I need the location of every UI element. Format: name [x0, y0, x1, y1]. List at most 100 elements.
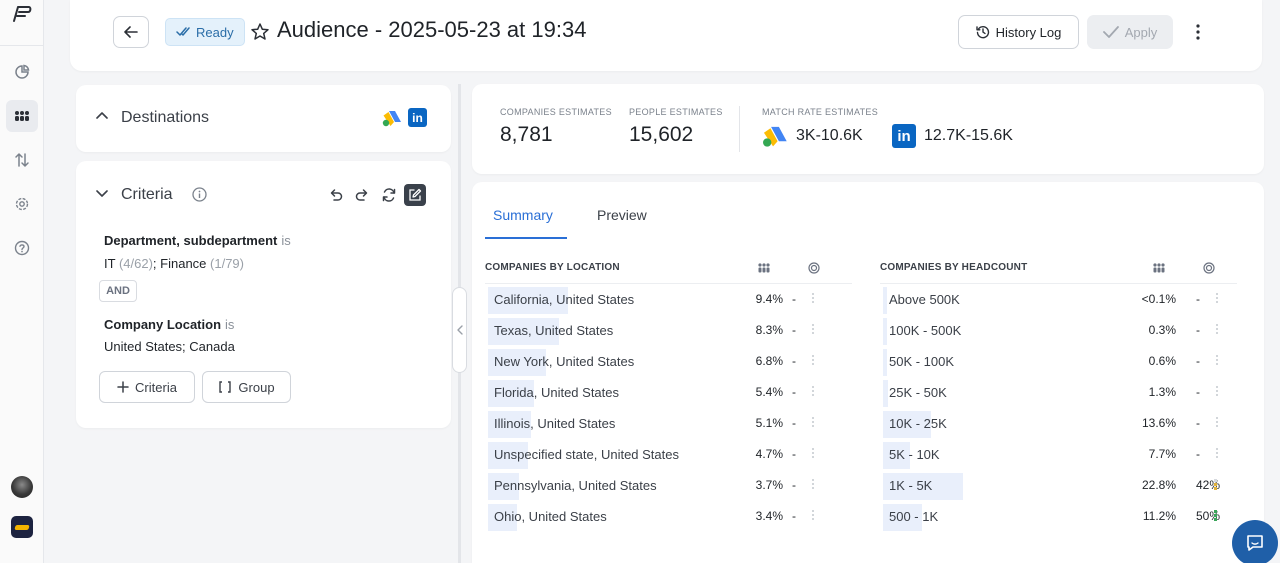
table-row[interactable]: New York, United States 6.8% - [485, 346, 852, 377]
row-menu-icon[interactable] [1216, 386, 1219, 398]
table-row[interactable]: 1K - 5K 22.8% 42% [880, 470, 1237, 501]
workspace-logo[interactable] [11, 516, 33, 538]
table-row[interactable]: 10K - 25K 13.6% - [880, 408, 1237, 439]
condition-location-values[interactable]: United States; Canada [104, 339, 235, 354]
plus-icon [117, 381, 129, 393]
headcount-table-body: Above 500K <0.1% -100K - 500K 0.3% -50K - 10… [880, 283, 1237, 541]
redo-icon[interactable] [354, 187, 370, 203]
row-menu-icon[interactable] [1216, 293, 1219, 305]
add-group-button[interactable]: Group [202, 371, 291, 403]
chat-launcher-button[interactable] [1232, 520, 1278, 563]
row-menu-icon[interactable] [812, 386, 815, 398]
criteria-panel: Criteria Department, subdepartment is IT … [76, 161, 451, 428]
chevron-up-icon[interactable] [96, 111, 108, 119]
headcount-table-title: COMPANIES BY HEADCOUNT [880, 262, 1028, 273]
undo-icon[interactable] [328, 187, 344, 203]
table-row[interactable]: Ohio, United States 3.4% - [485, 501, 852, 532]
history-log-button[interactable]: History Log [958, 15, 1079, 49]
match-rate-column-icon [808, 262, 820, 274]
rail-analytics-button[interactable] [6, 56, 38, 88]
info-icon[interactable] [192, 187, 207, 202]
table-row[interactable]: California, United States 9.4% - [485, 284, 852, 315]
refresh-icon[interactable] [381, 187, 397, 203]
table-row[interactable]: 100K - 500K 0.3% - [880, 315, 1237, 346]
match-level-indicator [1214, 510, 1217, 522]
row-match-rate: - [792, 509, 796, 523]
row-menu-icon[interactable] [1216, 448, 1219, 460]
users-icon [15, 111, 29, 121]
share-bar [883, 287, 887, 314]
destinations-title[interactable]: Destinations [121, 109, 210, 126]
row-menu-icon[interactable] [812, 355, 815, 367]
share-bar [488, 442, 528, 469]
share-bar [488, 287, 568, 314]
google-ads-icon [763, 126, 787, 147]
back-button[interactable] [113, 16, 149, 48]
tab-summary[interactable]: Summary [493, 207, 553, 223]
status-text: Ready [196, 24, 234, 40]
row-match-rate: - [1196, 292, 1200, 306]
row-menu-icon[interactable] [812, 448, 815, 460]
tab-preview[interactable]: Preview [597, 207, 647, 223]
apply-button[interactable]: Apply [1087, 15, 1173, 49]
row-menu-icon[interactable] [812, 510, 815, 522]
table-row[interactable]: Illinois, United States 5.1% - [485, 408, 852, 439]
share-bar [883, 442, 911, 469]
row-percent: 7.7% [1148, 447, 1176, 461]
row-menu-icon[interactable] [1216, 324, 1219, 336]
rail-sync-button[interactable] [6, 144, 38, 176]
table-row[interactable]: Above 500K <0.1% - [880, 284, 1237, 315]
condition-department-title[interactable]: Department, subdepartment is [104, 233, 291, 248]
row-menu-icon[interactable] [812, 324, 815, 336]
row-percent: 5.1% [755, 416, 783, 430]
row-menu-icon[interactable] [812, 417, 815, 429]
row-menu-icon[interactable] [1216, 417, 1219, 429]
table-row[interactable]: Texas, United States 8.3% - [485, 315, 852, 346]
chevron-down-icon[interactable] [96, 190, 108, 198]
table-row[interactable]: 25K - 50K 1.3% - [880, 377, 1237, 408]
row-menu-icon[interactable] [812, 293, 815, 305]
row-menu-icon[interactable] [812, 479, 815, 491]
more-options-button[interactable] [1190, 20, 1206, 44]
row-percent: 4.7% [755, 447, 783, 461]
condition-location-title[interactable]: Company Location is [104, 317, 234, 332]
row-percent: 0.6% [1148, 354, 1176, 368]
linkedin-icon: in [892, 124, 916, 148]
chat-icon [1247, 535, 1263, 551]
table-row[interactable]: Florida, United States 5.4% - [485, 377, 852, 408]
value-count: (4/62) [118, 256, 153, 271]
row-label: 100K - 500K [889, 323, 962, 338]
table-row[interactable]: Pennsylvania, United States 3.7% - [485, 470, 852, 501]
row-menu-icon[interactable] [1216, 355, 1219, 367]
companies-estimates-value: 8,781 [500, 123, 553, 146]
row-match-rate: - [1196, 354, 1200, 368]
table-row[interactable]: Unspecified state, United States 4.7% - [485, 439, 852, 470]
edit-criteria-button[interactable] [404, 184, 426, 206]
favorite-star-icon[interactable] [250, 22, 270, 42]
condition-department-values[interactable]: IT (4/62); Finance (1/79) [104, 256, 244, 271]
people-estimates-value: 15,602 [629, 123, 694, 146]
active-tab-indicator [485, 237, 567, 239]
table-row[interactable]: 5K - 10K 7.7% - [880, 439, 1237, 470]
row-label: Florida, United States [494, 385, 620, 400]
row-match-rate: - [792, 354, 796, 368]
add-criteria-button[interactable]: Criteria [99, 371, 195, 403]
user-avatar[interactable] [11, 476, 33, 498]
people-estimates-label: PEOPLE ESTIMATES [629, 107, 723, 117]
table-row[interactable]: 500 - 1K 11.2% 50% [880, 501, 1237, 532]
criteria-title[interactable]: Criteria [121, 186, 173, 203]
value-separator: ; [152, 256, 161, 271]
rail-audiences-button[interactable] [6, 100, 38, 132]
history-icon [975, 26, 989, 39]
row-label: 5K - 10K [889, 447, 940, 462]
collapse-panel-handle[interactable] [452, 287, 467, 373]
row-label: Unspecified state, United States [494, 447, 679, 462]
table-row[interactable]: 50K - 100K 0.6% - [880, 346, 1237, 377]
row-percent: 8.3% [755, 323, 783, 337]
rail-help-button[interactable] [6, 232, 38, 264]
share-bar [883, 411, 931, 438]
row-match-rate: - [1196, 323, 1200, 337]
app-logo-icon[interactable] [10, 4, 34, 24]
rail-settings-button[interactable] [6, 188, 38, 220]
linkedin-icon: in [408, 108, 427, 127]
